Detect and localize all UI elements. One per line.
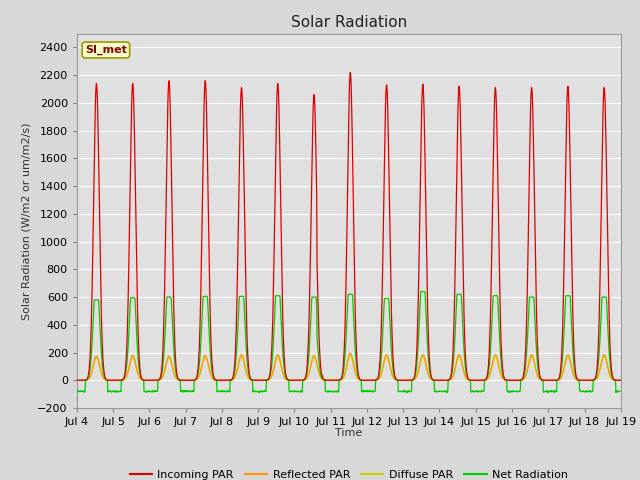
Title: Solar Radiation: Solar Radiation xyxy=(291,15,407,30)
Text: SI_met: SI_met xyxy=(85,45,127,55)
Y-axis label: Solar Radiation (W/m2 or um/m2/s): Solar Radiation (W/m2 or um/m2/s) xyxy=(22,122,32,320)
Legend: Incoming PAR, Reflected PAR, Diffuse PAR, Net Radiation: Incoming PAR, Reflected PAR, Diffuse PAR… xyxy=(125,466,573,480)
X-axis label: Time: Time xyxy=(335,429,362,438)
